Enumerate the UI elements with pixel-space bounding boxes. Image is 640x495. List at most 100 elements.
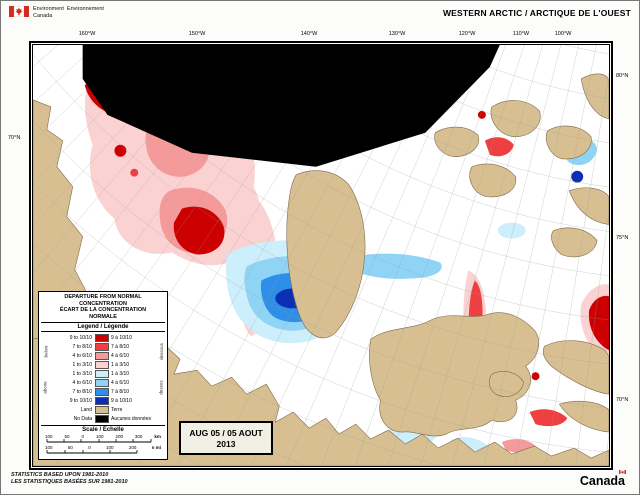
legend-row-label: 7 à 8/10 xyxy=(111,389,130,396)
wordmark-flag-a: a xyxy=(618,470,626,488)
island xyxy=(551,227,598,258)
legend-nodata-label: No Data xyxy=(73,416,92,423)
banks-island xyxy=(286,170,366,338)
scale-section: Scale / Échelle 100 50 0 100 200 300 km 100 50 0… xyxy=(41,425,165,455)
legend-row-label: 9 to 10/10 xyxy=(69,335,92,342)
legend-row-label: 9 à 10/10 xyxy=(111,398,132,405)
lon-label: 130°W xyxy=(388,31,406,37)
lat-label: 75°N xyxy=(616,235,629,241)
anomaly-above-light xyxy=(497,222,526,239)
wordmark-flag-icon xyxy=(618,470,626,474)
header: Environment Environnement Canada WESTERN… xyxy=(9,4,631,28)
lat-label: 80°N xyxy=(616,73,629,79)
legend-header: Legend / Légende xyxy=(41,322,165,333)
legend-row-label: 9 to 10/10 xyxy=(69,398,92,405)
legend-row-label: 1 à 3/10 xyxy=(111,371,130,378)
legend-title: DEPARTURE FROM NORMAL CONCENTRATION ÉCAR… xyxy=(41,294,165,320)
island xyxy=(568,187,609,225)
legend-above-label: above xyxy=(43,381,49,395)
island xyxy=(434,126,479,158)
canada-flag-icon xyxy=(9,6,29,17)
legend-row-label: 4 to 6/10 xyxy=(72,380,92,387)
legend-swatch xyxy=(94,388,109,397)
lon-label: 140°W xyxy=(300,31,318,37)
legend-nodata-label: Aucunes données xyxy=(111,416,152,423)
legend-above-label-fr: dessus xyxy=(159,380,165,396)
legend-row-label: 4 à 6/10 xyxy=(111,353,130,360)
anomaly-below-dark xyxy=(114,144,127,157)
lat-label: 70°N xyxy=(8,135,21,141)
anomaly-below-med xyxy=(484,137,514,157)
scale-bar-nmi xyxy=(46,450,138,454)
map-frame: DEPARTURE FROM NORMAL CONCENTRATION ÉCAR… xyxy=(29,41,613,470)
legend-title-fr-1: ÉCART DE LA CONCENTRATION xyxy=(59,307,147,314)
map-frame-inner: DEPARTURE FROM NORMAL CONCENTRATION ÉCAR… xyxy=(32,44,610,467)
legend-row-label: 1 to 3/10 xyxy=(72,362,92,369)
statistics-note-en: STATISTICS BASED UPON 1981-2010 xyxy=(11,472,109,478)
date-line-2: 2013 xyxy=(216,438,236,449)
island xyxy=(558,401,609,433)
scale-bar-km xyxy=(46,439,152,443)
legend-row-label: 7 à 8/10 xyxy=(111,344,130,351)
canada-wordmark: Canada xyxy=(579,470,626,488)
island xyxy=(545,125,592,160)
legend-swatch xyxy=(94,406,109,415)
lat-label: 70°N xyxy=(616,397,629,403)
wordmark-text: Canad xyxy=(579,474,619,488)
date-line-1: AUG 05 / 05 AOUT xyxy=(189,427,263,438)
anomaly-below-dark xyxy=(173,206,225,255)
lon-label: 160°W xyxy=(78,31,96,37)
scale-title: Scale / Échelle xyxy=(82,427,124,434)
mainland xyxy=(33,332,609,466)
island xyxy=(542,340,609,395)
lon-label: 150°W xyxy=(188,31,206,37)
legend-below-label: below xyxy=(43,345,49,358)
lon-label: 100°W xyxy=(554,31,572,37)
legend-row-label: 7 to 8/10 xyxy=(72,344,92,351)
environment-canada-logo: Environment Environnement Canada xyxy=(9,6,104,19)
logo-text: Environment Environnement Canada xyxy=(33,6,104,19)
legend-row-label: 7 to 8/10 xyxy=(72,389,92,396)
lon-label: 120°W xyxy=(458,31,476,37)
lon-label: 110°W xyxy=(512,31,530,37)
logo-line1-en: Environment xyxy=(33,6,64,12)
island xyxy=(580,73,609,120)
legend-land-label: Land xyxy=(80,407,92,414)
legend-below-label-fr: dessous xyxy=(159,343,165,361)
anomaly-below-med xyxy=(130,168,139,177)
legend-swatch xyxy=(94,343,109,352)
legend-title-en-1: DEPARTURE FROM NORMAL xyxy=(64,294,142,300)
legend-swatch xyxy=(94,352,109,361)
anomaly-below-dark xyxy=(531,372,540,381)
legend-row-label: 9 à 10/10 xyxy=(111,335,132,342)
legend-swatch xyxy=(94,334,109,343)
legend-land-label: Terre xyxy=(111,407,123,414)
legend-row-label: 1 to 3/10 xyxy=(72,371,92,378)
legend-swatch xyxy=(94,379,109,388)
anomaly-above-med xyxy=(348,253,442,279)
legend-swatch xyxy=(94,361,109,370)
anomaly-above-dark xyxy=(571,170,584,183)
legend-row-label: 4 to 6/10 xyxy=(72,353,92,360)
no-data-region xyxy=(82,45,500,167)
island xyxy=(469,163,516,198)
island xyxy=(488,371,524,397)
legend-panel: DEPARTURE FROM NORMAL CONCENTRATION ÉCAR… xyxy=(38,291,168,461)
scale-km-numbers: 100 50 0 100 200 300 km xyxy=(45,434,161,440)
legend-rows: below dessous above dessus 9 to 10/10 9 … xyxy=(41,334,165,424)
logo-line2: Canada xyxy=(33,12,53,19)
date-box: AUG 05 / 05 AOUT 2013 xyxy=(179,421,273,455)
graticule xyxy=(33,45,609,466)
map-area: 160°W 150°W 140°W 130°W 120°W 110°W 100°… xyxy=(1,29,639,470)
legend-swatch xyxy=(94,397,109,406)
legend-title-fr-2: NORMALE xyxy=(89,313,117,320)
legend-swatch xyxy=(94,415,109,424)
anomaly-below-med xyxy=(529,409,568,427)
page-title: WESTERN ARCTIC / ARCTIQUE DE L'OUEST xyxy=(442,8,631,18)
statistics-note: STATISTICS BASED UPON 1981-2010 LES STAT… xyxy=(11,472,128,486)
legend-row-label: 4 à 6/10 xyxy=(111,380,130,387)
statistics-note-fr: LES STATISTIQUES BASÉES SUR 1981-2010 xyxy=(11,479,128,485)
victoria-island xyxy=(369,312,540,437)
legend-row-label: 1 à 3/10 xyxy=(111,362,130,369)
